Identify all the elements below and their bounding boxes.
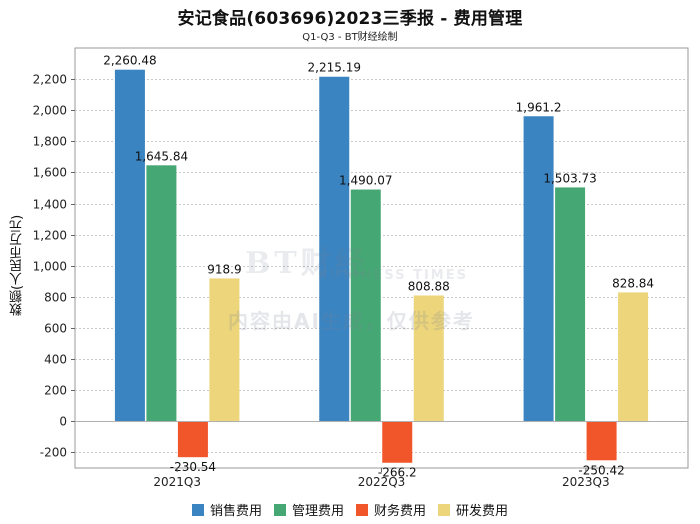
bar — [146, 165, 177, 422]
data-label: -250.42 — [578, 463, 624, 477]
legend-label: 财务费用 — [374, 504, 427, 519]
chart-subtitle: Q1-Q3 - BT财经绘制 — [302, 32, 398, 43]
data-label: 808.88 — [408, 280, 450, 294]
data-label: 1,503.73 — [543, 171, 596, 185]
legend-swatch — [191, 503, 204, 516]
bar — [350, 189, 381, 422]
data-label: -266.2 — [378, 466, 417, 480]
bar — [413, 295, 444, 422]
chart-legend: 销售费用 管理费用 财务费用 研发费用 — [0, 500, 700, 520]
data-label: 2,215.19 — [308, 61, 361, 75]
legend-item: 研发费用 — [438, 500, 508, 519]
bar — [209, 278, 240, 422]
x-tick-label: 2022Q3 — [358, 475, 406, 489]
legend-swatch — [356, 503, 368, 516]
legend-swatch — [438, 503, 451, 516]
legend-label: 管理费用 — [291, 504, 344, 519]
legend-label: 研发费用 — [456, 504, 509, 519]
plot-area — [74, 47, 689, 469]
bar — [555, 187, 586, 422]
bar — [382, 421, 413, 463]
bar — [618, 292, 649, 422]
bar — [114, 69, 145, 422]
y-tick-label: 600 — [44, 322, 67, 336]
legend-item: 销售费用 — [191, 500, 262, 519]
y-tick-label: 1,600 — [33, 166, 67, 180]
bar — [319, 76, 350, 422]
y-tick-label: 1,800 — [33, 135, 67, 149]
legend-label: 销售费用 — [209, 504, 262, 519]
data-label: 1,490.07 — [339, 174, 392, 188]
legend-item: 管理费用 — [273, 500, 344, 519]
y-tick-label: 200 — [44, 384, 67, 398]
x-tick-label: 2021Q3 — [153, 475, 201, 489]
data-label: 2,260.48 — [103, 54, 156, 68]
data-label: 1,961.2 — [516, 100, 562, 114]
bar — [523, 116, 554, 422]
y-tick-label: 400 — [44, 353, 67, 367]
data-label: 918.9 — [207, 262, 241, 276]
y-tick-label: 1,200 — [33, 229, 67, 243]
legend-item: 财务费用 — [356, 500, 426, 519]
bar — [586, 421, 617, 461]
bar — [177, 421, 208, 458]
data-label: 828.84 — [612, 276, 654, 290]
y-tick-label: 0 — [59, 415, 67, 429]
data-label: -230.54 — [170, 460, 216, 474]
y-tick-label: 800 — [44, 291, 67, 305]
data-label: 1,645.84 — [135, 149, 188, 163]
chart-title: 安记食品(603696)2023三季报 - 费用管理 — [177, 9, 523, 29]
legend-swatch — [273, 503, 286, 516]
x-tick-label: 2023Q3 — [562, 475, 610, 489]
y-tick-label: 2,000 — [33, 104, 67, 118]
y-tick-label: 2,200 — [33, 73, 67, 87]
y-tick-label: 1,400 — [33, 198, 67, 212]
y-tick-label: 1,000 — [33, 260, 67, 274]
y-tick-label: -200 — [40, 446, 67, 460]
